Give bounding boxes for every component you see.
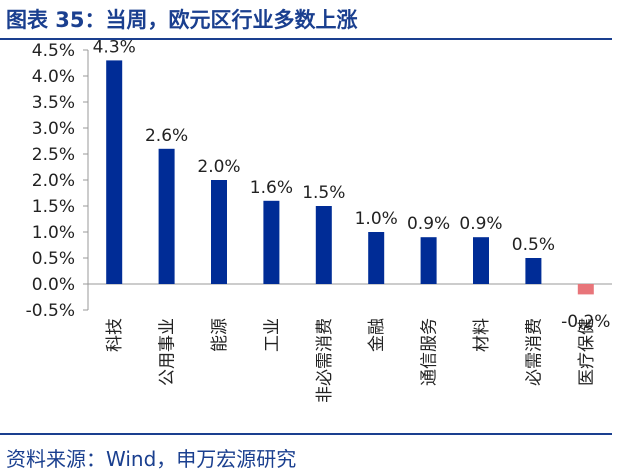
footer-rule — [0, 433, 612, 435]
bar — [420, 237, 437, 284]
data-label: 1.6% — [250, 178, 293, 198]
y-tick-label: 1.0% — [32, 223, 75, 243]
bar — [211, 180, 227, 284]
category-label: 科技 — [105, 318, 125, 352]
bar — [263, 200, 280, 284]
category-label: 工业 — [262, 318, 282, 352]
data-label: 2.6% — [145, 126, 188, 146]
y-tick-label: 3.0% — [32, 119, 75, 139]
data-label: 4.3% — [93, 40, 136, 57]
category-label: 材料 — [472, 318, 492, 352]
bar — [158, 148, 175, 284]
bar — [525, 258, 542, 284]
bar — [368, 232, 385, 284]
bar — [577, 284, 594, 295]
data-label: 0.5% — [512, 235, 555, 255]
data-label: 1.0% — [355, 209, 398, 229]
bar — [106, 60, 123, 285]
y-tick-label: 4.5% — [32, 41, 75, 61]
source-note: 资料来源：Wind，申万宏源研究 — [6, 447, 297, 471]
category-label: 医疗保健 — [577, 318, 597, 386]
category-label: 必需消费 — [524, 318, 544, 386]
data-label: 2.0% — [197, 157, 240, 177]
y-tick-label: -0.5% — [26, 301, 75, 321]
category-label: 非必需消费 — [315, 318, 335, 403]
data-label: 0.9% — [459, 214, 502, 234]
category-label: 金融 — [367, 318, 387, 352]
y-tick-label: 0.5% — [32, 249, 75, 269]
data-label: 1.5% — [302, 183, 345, 203]
y-tick-label: 2.5% — [32, 145, 75, 165]
data-label: 0.9% — [407, 214, 450, 234]
y-tick-label: 4.0% — [32, 67, 75, 87]
y-tick-label: 3.5% — [32, 93, 75, 113]
bar-chart: 4.5% 4.0% 3.5% 3.0% 2.5% 2.0% 1.5% 1.0% 0.5% 0.0%… — [26, 40, 612, 403]
category-label: 公用事业 — [158, 318, 178, 386]
category-label: 能源 — [210, 318, 230, 352]
category-label: 通信服务 — [420, 318, 440, 386]
chart-title: 图表 35：当周，欧元区行业多数上涨 — [6, 8, 358, 32]
title-rule — [0, 38, 612, 40]
bar — [315, 206, 332, 284]
y-tick-label: 1.5% — [32, 197, 75, 217]
data-label: -0.2% — [561, 312, 610, 332]
y-tick-label: 2.0% — [32, 171, 75, 191]
y-tick-label: 0.0% — [32, 275, 75, 295]
bar — [473, 237, 489, 284]
